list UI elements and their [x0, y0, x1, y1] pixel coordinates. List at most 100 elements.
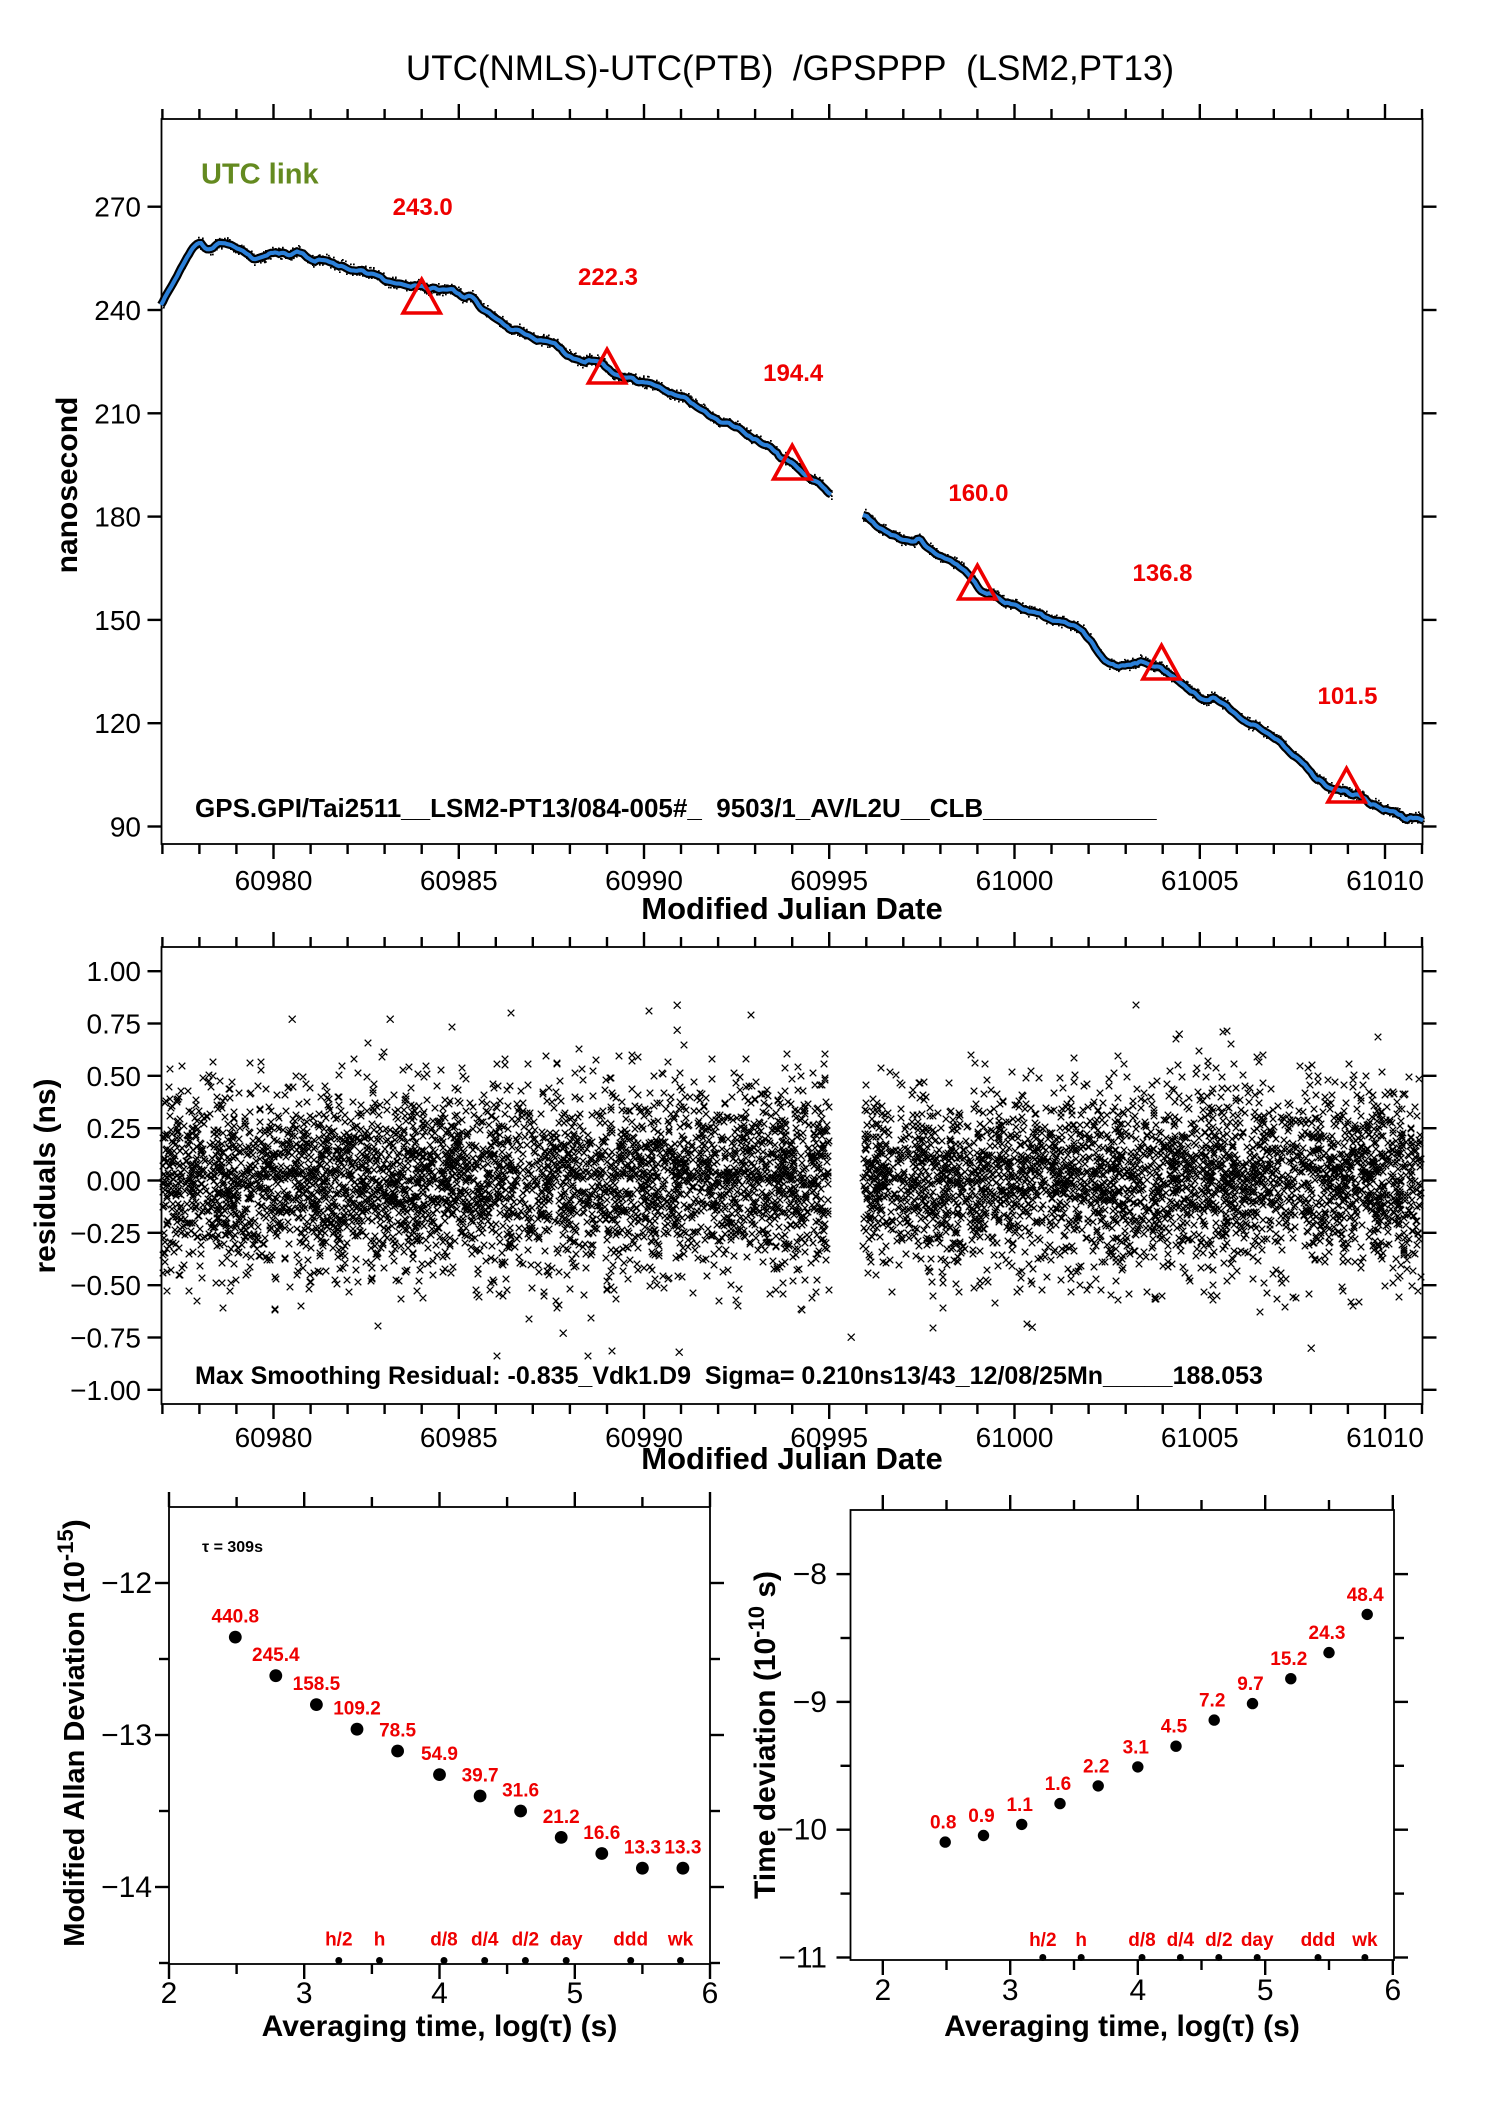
svg-text:d/4: d/4	[471, 1930, 499, 1951]
svg-text:120: 120	[94, 708, 141, 739]
svg-text:−11: −11	[778, 1942, 827, 1975]
svg-text:61010: 61010	[1346, 865, 1424, 896]
svg-text:60990: 60990	[605, 1422, 683, 1453]
svg-text:180: 180	[94, 502, 141, 533]
svg-text:61010: 61010	[1346, 1422, 1424, 1453]
svg-text:−8: −8	[793, 1558, 827, 1591]
svg-text:h/2: h/2	[1029, 1930, 1056, 1951]
svg-text:0.50: 0.50	[87, 1061, 142, 1092]
svg-text:78.5: 78.5	[379, 1721, 416, 1742]
svg-text:d/2: d/2	[512, 1930, 539, 1951]
svg-text:16.6: 16.6	[583, 1823, 620, 1844]
svg-text:2: 2	[161, 1977, 178, 2010]
svg-text:61005: 61005	[1161, 1422, 1239, 1453]
svg-text:Averaging time, log(τ) (s): Averaging time, log(τ) (s)	[944, 2010, 1300, 2043]
svg-text:nanosecond: nanosecond	[51, 397, 84, 574]
svg-text:3: 3	[296, 1977, 313, 2010]
svg-text:0.25: 0.25	[87, 1113, 142, 1144]
svg-text:wk: wk	[667, 1930, 694, 1951]
svg-text:0.9: 0.9	[968, 1806, 994, 1827]
svg-text:−1.00: −1.00	[70, 1375, 141, 1406]
svg-text:150: 150	[94, 605, 141, 636]
svg-text:1.1: 1.1	[1006, 1795, 1033, 1816]
svg-text:GPS.GPI/Tai2511__LSM2-PT13/084: GPS.GPI/Tai2511__LSM2-PT13/084-005#_ 950…	[195, 793, 1157, 823]
svg-text:4: 4	[1129, 1974, 1146, 2007]
svg-text:4.5: 4.5	[1161, 1717, 1188, 1738]
svg-text:440.8: 440.8	[212, 1607, 260, 1628]
svg-text:60985: 60985	[420, 865, 498, 896]
svg-text:245.4: 245.4	[252, 1645, 300, 1666]
svg-text:54.9: 54.9	[421, 1744, 458, 1765]
svg-text:31.6: 31.6	[502, 1781, 539, 1802]
svg-text:−0.25: −0.25	[70, 1218, 141, 1249]
svg-text:160.0: 160.0	[948, 480, 1008, 507]
svg-text:day: day	[1241, 1930, 1274, 1951]
svg-text:Modified Julian Date: Modified Julian Date	[641, 891, 942, 926]
svg-text:60980: 60980	[235, 865, 313, 896]
svg-text:270: 270	[94, 192, 141, 223]
svg-text:9.7: 9.7	[1237, 1674, 1263, 1695]
svg-text:24.3: 24.3	[1309, 1623, 1346, 1644]
svg-text:136.8: 136.8	[1132, 560, 1192, 587]
svg-text:Averaging time, log(τ) (s): Averaging time, log(τ) (s)	[262, 2010, 618, 2043]
svg-text:243.0: 243.0	[393, 194, 453, 221]
svg-text:1.00: 1.00	[87, 956, 142, 987]
svg-text:15.2: 15.2	[1270, 1649, 1307, 1670]
svg-text:61000: 61000	[976, 1422, 1054, 1453]
svg-text:101.5: 101.5	[1317, 683, 1377, 710]
svg-text:−0.75: −0.75	[70, 1323, 141, 1354]
svg-text:2.2: 2.2	[1083, 1756, 1109, 1777]
svg-text:ddd: ddd	[1301, 1930, 1336, 1951]
svg-text:1.6: 1.6	[1045, 1774, 1071, 1795]
svg-text:158.5: 158.5	[293, 1674, 341, 1695]
svg-text:61005: 61005	[1161, 865, 1239, 896]
svg-text:3: 3	[1002, 1974, 1019, 2007]
svg-text:−12: −12	[101, 1567, 152, 1600]
svg-text:39.7: 39.7	[462, 1766, 499, 1787]
svg-text:−14: −14	[101, 1871, 152, 1904]
svg-text:61000: 61000	[976, 865, 1054, 896]
svg-text:τ = 309s: τ = 309s	[202, 1539, 263, 1556]
svg-text:h: h	[374, 1930, 386, 1951]
svg-text:210: 210	[94, 398, 141, 429]
svg-text:6: 6	[1384, 1974, 1401, 2007]
svg-text:60985: 60985	[420, 1422, 498, 1453]
svg-text:d/2: d/2	[1205, 1930, 1232, 1951]
svg-text:ddd: ddd	[613, 1930, 648, 1951]
svg-text:90: 90	[110, 812, 141, 843]
svg-text:h: h	[1075, 1930, 1087, 1951]
svg-text:wk: wk	[1351, 1930, 1378, 1951]
svg-text:Modified Allan Deviation (10-1: Modified Allan Deviation (10-15)	[53, 1519, 91, 1946]
svg-text:−13: −13	[101, 1719, 152, 1752]
svg-text:4: 4	[431, 1977, 448, 2010]
svg-text:−0.50: −0.50	[70, 1270, 141, 1301]
svg-text:13.3: 13.3	[624, 1838, 661, 1859]
svg-text:240: 240	[94, 295, 141, 326]
svg-text:2: 2	[874, 1974, 891, 2007]
svg-text:222.3: 222.3	[578, 264, 638, 291]
svg-text:194.4: 194.4	[763, 360, 824, 387]
svg-text:60995: 60995	[790, 1422, 868, 1453]
svg-text:5: 5	[1257, 1974, 1274, 2007]
svg-text:UTC link: UTC link	[201, 159, 319, 191]
svg-text:d/4: d/4	[1167, 1930, 1195, 1951]
svg-text:d/8: d/8	[430, 1930, 457, 1951]
svg-text:UTC(NMLS)-UTC(PTB) /GPSPPP (: UTC(NMLS)-UTC(PTB) /GPSPPP (LSM2,PT13)	[406, 49, 1174, 88]
svg-text:13.3: 13.3	[664, 1838, 701, 1859]
svg-text:Modified Julian Date: Modified Julian Date	[641, 1441, 942, 1476]
svg-text:−10: −10	[776, 1814, 827, 1847]
svg-text:60990: 60990	[605, 865, 683, 896]
svg-text:7.2: 7.2	[1199, 1691, 1225, 1712]
svg-text:0.8: 0.8	[930, 1813, 956, 1834]
svg-text:Max Smoothing Residual: -0.835: Max Smoothing Residual: -0.835_Vdk1.D9 S…	[195, 1362, 1263, 1390]
svg-text:60995: 60995	[790, 865, 868, 896]
svg-text:60980: 60980	[235, 1422, 313, 1453]
svg-text:0.75: 0.75	[87, 1009, 142, 1040]
svg-text:day: day	[550, 1930, 583, 1951]
svg-text:21.2: 21.2	[543, 1807, 580, 1828]
svg-text:d/8: d/8	[1128, 1930, 1155, 1951]
svg-text:residuals (ns): residuals (ns)	[29, 1078, 62, 1273]
svg-text:109.2: 109.2	[333, 1699, 381, 1720]
svg-text:6: 6	[702, 1977, 719, 2010]
svg-text:−9: −9	[793, 1686, 827, 1719]
